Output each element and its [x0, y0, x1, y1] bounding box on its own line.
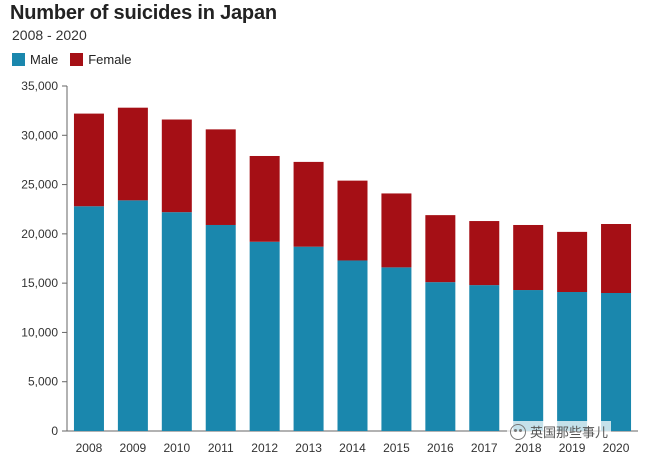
- x-tick-label: 2020: [603, 441, 630, 455]
- watermark-text: 英国那些事儿: [530, 425, 609, 440]
- bar-female-2009: [117, 107, 148, 201]
- x-tick-label: 2015: [383, 441, 410, 455]
- chart-legend: Male Female: [12, 52, 144, 67]
- bar-female-2012: [249, 155, 280, 242]
- legend-label-female: Female: [88, 52, 132, 67]
- y-tick-label: 35,000: [21, 79, 58, 93]
- y-tick-label: 5,000: [28, 375, 58, 389]
- bar-female-2013: [293, 161, 324, 247]
- bar-male-2014: [337, 260, 368, 431]
- legend-item-male: Male: [12, 52, 58, 67]
- bar-female-2020: [601, 224, 632, 293]
- bar-male-2017: [469, 285, 500, 431]
- bar-male-2011: [205, 224, 236, 431]
- bar-male-2009: [117, 200, 148, 431]
- bar-male-2015: [381, 267, 412, 431]
- bar-female-2014: [337, 180, 368, 261]
- bar-female-2017: [469, 221, 500, 286]
- bar-female-2015: [381, 193, 412, 268]
- bar-female-2010: [161, 119, 192, 213]
- x-tick-label: 2018: [515, 441, 542, 455]
- x-tick-label: 2010: [163, 441, 190, 455]
- y-tick-label: 20,000: [21, 227, 58, 241]
- x-tick-label: 2008: [76, 441, 103, 455]
- legend-swatch-female: [70, 53, 84, 66]
- x-tick-label: 2017: [471, 441, 498, 455]
- y-tick-label: 10,000: [21, 325, 58, 339]
- chart-title: Number of suicides in Japan: [10, 2, 277, 24]
- bar-male-2013: [293, 246, 324, 431]
- bar-female-2019: [557, 231, 588, 293]
- chart-subtitle: 2008 - 2020: [12, 27, 87, 43]
- x-tick-label: 2009: [120, 441, 147, 455]
- legend-label-male: Male: [30, 52, 59, 67]
- bar-male-2012: [249, 241, 280, 431]
- bar-female-2011: [205, 129, 236, 225]
- bar-female-2008: [73, 113, 104, 207]
- y-tick-label: 30,000: [21, 128, 58, 142]
- y-tick-label: 15,000: [21, 276, 58, 290]
- bar-male-2016: [425, 282, 456, 431]
- bar-male-2020: [601, 293, 632, 431]
- x-tick-label: 2014: [339, 441, 366, 455]
- x-tick-label: 2011: [208, 441, 234, 455]
- x-tick-label: 2012: [251, 441, 278, 455]
- bar-female-2016: [425, 215, 456, 283]
- bar-male-2018: [513, 290, 544, 431]
- x-tick-label: 2016: [427, 441, 454, 455]
- x-tick-label: 2019: [559, 441, 586, 455]
- watermark: 英国那些事儿: [507, 421, 612, 442]
- bar-female-2018: [513, 224, 544, 291]
- bar-male-2019: [557, 292, 588, 431]
- y-tick-label: 25,000: [21, 178, 58, 192]
- x-tick-label: 2013: [295, 441, 322, 455]
- wechat-icon: [510, 423, 526, 440]
- legend-swatch-male: [12, 53, 25, 66]
- legend-item-female: Female: [70, 52, 132, 67]
- y-tick-label: 0: [51, 424, 58, 438]
- bar-male-2008: [73, 206, 104, 431]
- bar-male-2010: [161, 212, 192, 431]
